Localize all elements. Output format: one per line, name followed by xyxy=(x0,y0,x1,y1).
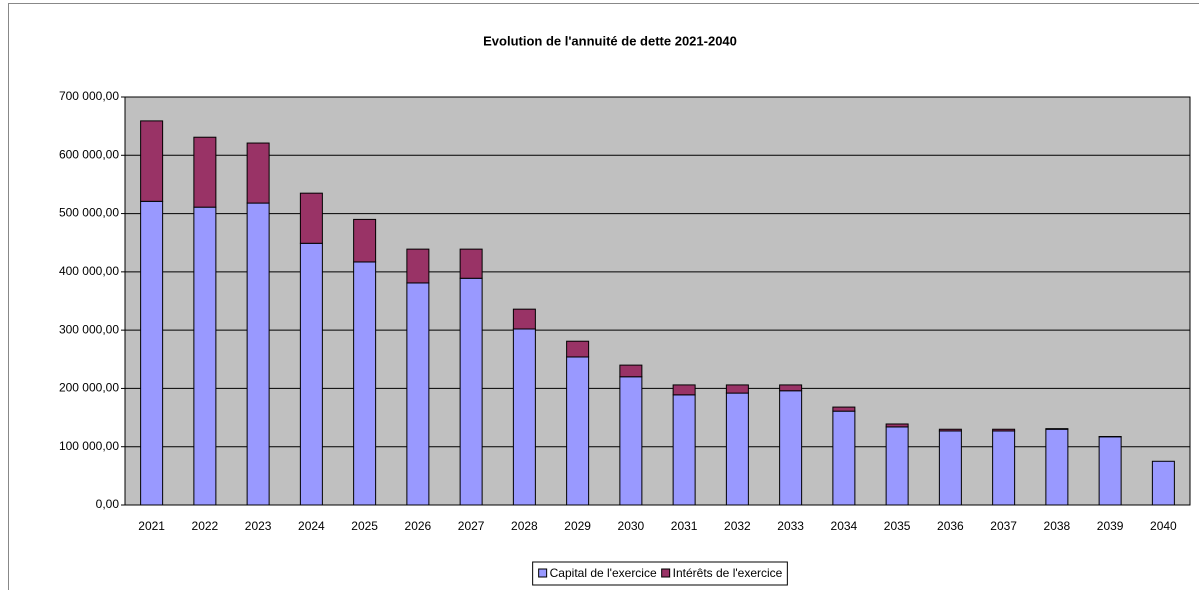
bar-segment xyxy=(459,248,483,279)
x-tick-label: 2034 xyxy=(831,519,858,533)
x-tick-label: 2026 xyxy=(405,519,432,533)
bar-segment xyxy=(140,200,164,506)
x-tick-label: 2040 xyxy=(1150,519,1177,533)
bar-segment xyxy=(406,282,430,506)
x-tick-label: 2035 xyxy=(884,519,911,533)
legend-box xyxy=(532,561,788,586)
legend-swatch xyxy=(661,568,671,578)
bar-segment xyxy=(1045,428,1069,430)
legend-label: Intérêts de l'exercice xyxy=(673,566,783,580)
x-tick-label: 2028 xyxy=(511,519,538,533)
x-tick-label: 2033 xyxy=(777,519,804,533)
bar-segment xyxy=(246,202,270,506)
bar-segment xyxy=(512,308,536,330)
plot-border xyxy=(124,96,1191,506)
bar-segment xyxy=(672,384,696,396)
x-tick-label: 2024 xyxy=(298,519,325,533)
bar-segment xyxy=(992,430,1016,506)
bar-segment xyxy=(353,261,377,506)
bar-segment xyxy=(779,390,803,506)
plot-area xyxy=(125,97,1190,505)
bar-segment xyxy=(725,384,749,394)
y-tick-label: 100 000,00 xyxy=(59,439,119,453)
x-tick-label: 2032 xyxy=(724,519,751,533)
bar-segment xyxy=(725,392,749,506)
bar-segment xyxy=(832,410,856,506)
bar-segment xyxy=(672,394,696,506)
bar-segment xyxy=(140,120,164,202)
bar-segment xyxy=(938,430,962,506)
x-tick-label: 2023 xyxy=(245,519,272,533)
bar-segment xyxy=(992,428,1016,432)
bar-segment xyxy=(193,136,217,208)
y-tick-label: 600 000,00 xyxy=(59,147,119,161)
legend-label: Capital de l'exercice xyxy=(550,566,657,580)
bar-segment xyxy=(193,206,217,506)
chart-title: Evolution de l'annuité de dette 2021-204… xyxy=(483,33,737,48)
bar-segment xyxy=(619,376,643,506)
bar-segment xyxy=(832,406,856,412)
x-tick-label: 2021 xyxy=(138,519,165,533)
x-tick-label: 2025 xyxy=(351,519,378,533)
y-tick-label: 700 000,00 xyxy=(59,89,119,103)
bar-segment xyxy=(1098,436,1122,506)
y-tick-label: 200 000,00 xyxy=(59,381,119,395)
bar-segment xyxy=(619,364,643,378)
x-tick-label: 2031 xyxy=(671,519,698,533)
bar-segment xyxy=(299,242,323,506)
bar-segment xyxy=(779,384,803,392)
bar-segment xyxy=(459,277,483,506)
y-tick-label: 0,00 xyxy=(96,497,120,511)
x-tick-label: 2036 xyxy=(937,519,964,533)
y-tick-label: 400 000,00 xyxy=(59,264,119,278)
bar-segment xyxy=(566,340,590,358)
bar-segment xyxy=(406,248,430,284)
x-tick-label: 2029 xyxy=(564,519,591,533)
bar-segment xyxy=(1045,428,1069,506)
legend-swatch xyxy=(538,568,548,578)
bar-segment xyxy=(1151,460,1175,506)
x-tick-label: 2022 xyxy=(192,519,219,533)
x-tick-label: 2039 xyxy=(1097,519,1124,533)
x-tick-label: 2030 xyxy=(618,519,645,533)
y-tick-label: 300 000,00 xyxy=(59,322,119,336)
x-tick-label: 2037 xyxy=(990,519,1017,533)
bar-segment xyxy=(938,428,962,432)
bar-segment xyxy=(299,192,323,244)
bar-segment xyxy=(566,356,590,506)
x-tick-label: 2027 xyxy=(458,519,485,533)
y-tick-label: 500 000,00 xyxy=(59,206,119,220)
bar-segment xyxy=(512,328,536,506)
bar-segment xyxy=(353,218,377,263)
bar-segment xyxy=(246,142,270,204)
bar-segment xyxy=(885,423,909,428)
x-tick-label: 2038 xyxy=(1044,519,1071,533)
bar-segment xyxy=(885,426,909,506)
